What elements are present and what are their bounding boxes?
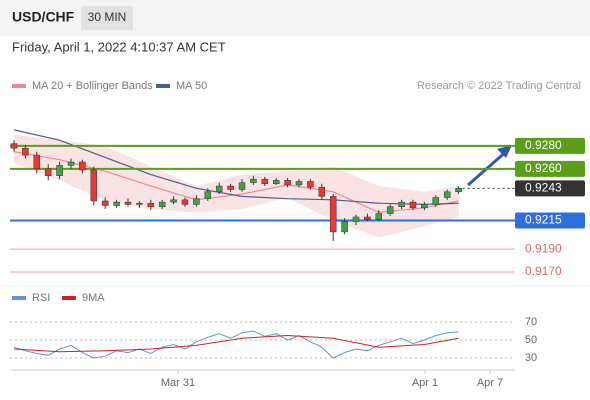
- indicator-line: [13, 129, 459, 205]
- rsi-line: [13, 330, 459, 359]
- candle-body: [329, 196, 337, 233]
- level-box: [515, 212, 585, 229]
- level-label: 0.9170: [525, 264, 562, 278]
- level-label: 0.9215: [525, 213, 562, 227]
- candle-body: [67, 161, 75, 166]
- legend-label: 9MA: [82, 292, 105, 304]
- level-box: [515, 137, 585, 154]
- y-tick-label: 50: [525, 334, 537, 346]
- candle-body: [113, 201, 120, 206]
- candle-body: [352, 216, 360, 222]
- candle-body: [158, 201, 166, 207]
- symbol: USD/CHF: [12, 9, 75, 25]
- candle-body: [56, 165, 63, 176]
- interval-label[interactable]: 30 MIN: [88, 10, 127, 24]
- level-label: 0.9243: [525, 181, 562, 195]
- x-tick-label: Mar 31: [161, 377, 195, 389]
- candle-body: [90, 169, 98, 202]
- level-box: [515, 180, 585, 197]
- candle-body: [170, 199, 177, 203]
- candle-body: [398, 201, 405, 207]
- candle-body: [124, 201, 132, 205]
- candle-body: [455, 188, 462, 193]
- candle-body: [10, 143, 18, 149]
- legend-swatch: [12, 84, 26, 88]
- rsi-line: [13, 334, 459, 353]
- candle-body: [364, 216, 371, 220]
- candle-body: [421, 204, 428, 209]
- level-label: 0.9280: [525, 138, 562, 152]
- interval-button[interactable]: [81, 6, 133, 30]
- candle-body: [227, 185, 234, 190]
- candle-body: [386, 206, 394, 214]
- credit: Research © 2022 Trading Central: [417, 80, 581, 92]
- candle-body: [44, 168, 52, 176]
- candle-body: [215, 185, 223, 193]
- candle-body: [284, 180, 291, 186]
- legend-swatch: [12, 296, 26, 300]
- candle-body: [193, 198, 200, 205]
- legend-swatch: [156, 84, 170, 88]
- candle-body: [409, 201, 417, 209]
- candle-body: [261, 178, 269, 185]
- candle-body: [22, 147, 29, 156]
- candle-body: [204, 191, 212, 199]
- candle-body: [432, 197, 440, 205]
- legend-label: MA 50: [176, 80, 207, 92]
- candle-body: [318, 186, 326, 197]
- level-label: 0.9260: [525, 161, 562, 175]
- candle-body: [375, 213, 383, 220]
- candle-body: [136, 203, 143, 205]
- legend-label: MA 20 + Bollinger Bands: [32, 80, 153, 92]
- legend-swatch: [62, 296, 76, 300]
- legend-label: RSI: [32, 292, 50, 304]
- candle-body: [341, 221, 348, 233]
- x-tick-label: Apr 1: [412, 377, 438, 389]
- candle-body: [147, 203, 155, 207]
- forecast-arrowhead: [497, 145, 512, 158]
- candle-body: [250, 178, 257, 183]
- level-box: [515, 160, 585, 177]
- candle-body: [272, 180, 280, 185]
- y-tick-label: 70: [525, 316, 537, 328]
- candle-body: [79, 161, 86, 171]
- level-label: 0.9190: [525, 241, 562, 255]
- datetime: Friday, April 1, 2022 4:10:37 AM CET: [12, 39, 226, 54]
- candle-body: [33, 154, 41, 170]
- candle-body: [307, 181, 314, 188]
- y-tick-label: 30: [525, 352, 537, 364]
- x-tick-label: Apr 7: [477, 377, 503, 389]
- candle-body: [181, 199, 189, 205]
- forecast-arrow: [467, 148, 509, 187]
- indicator-line: [13, 151, 459, 214]
- bollinger-band: [14, 134, 459, 238]
- candle-body: [295, 181, 303, 186]
- candle-body: [238, 182, 246, 190]
- candle-body: [101, 200, 109, 206]
- candle-body: [443, 191, 451, 198]
